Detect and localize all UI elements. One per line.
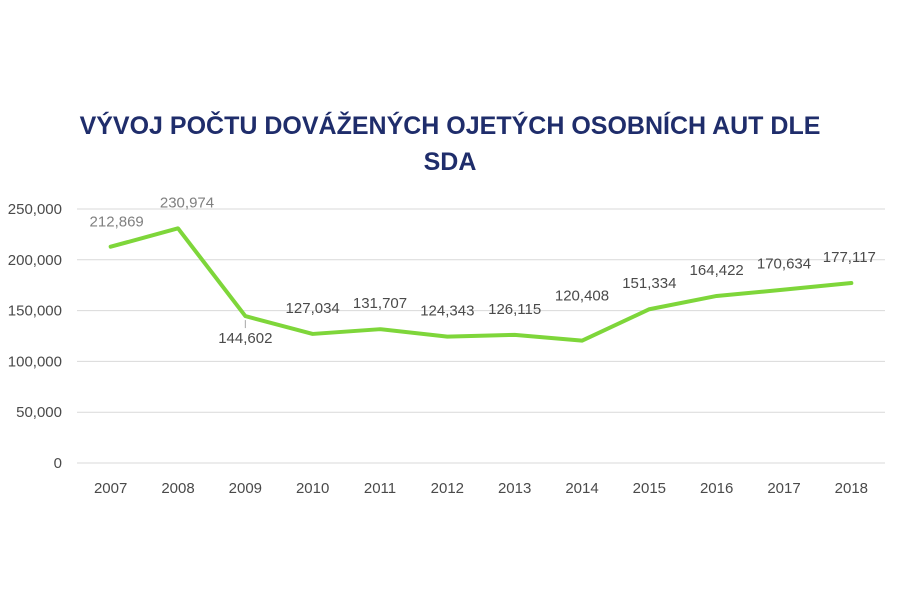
y-axis-ticks: 0 50,000 100,000 150,000 200,000 250,000 — [8, 201, 62, 472]
x-tick-label: 2018 — [835, 480, 868, 497]
x-tick-label: 2012 — [431, 480, 464, 497]
y-tick-label: 50,000 — [16, 404, 62, 421]
x-tick-label: 2014 — [565, 480, 598, 497]
y-tick-label: 200,000 — [8, 252, 62, 269]
y-tick-label: 0 — [54, 455, 62, 472]
data-label: 131,707 — [353, 295, 407, 312]
data-label: 124,343 — [420, 303, 474, 320]
x-tick-label: 2011 — [364, 480, 396, 497]
x-tick-label: 2008 — [161, 480, 194, 497]
data-label: 151,334 — [622, 275, 676, 292]
data-label: 230,974 — [160, 194, 214, 211]
data-labels: 212,869 230,974 144,602 127,034 131,707 124,3… — [90, 194, 876, 347]
chart-title: VÝVOJ POČTU DOVÁŽENÝCH OJETÝCH OSOBNÍCH … — [0, 108, 900, 180]
data-label: 212,869 — [90, 214, 144, 231]
y-tick-label: 150,000 — [8, 303, 62, 320]
series-line — [108, 226, 854, 343]
data-label: 126,115 — [488, 301, 541, 318]
data-label: 144,602 — [218, 330, 272, 347]
x-axis-ticks: 2007 2008 2009 2010 2011 2012 2013 2014 2015 2016… — [94, 480, 868, 497]
data-label: 177,117 — [823, 249, 876, 266]
y-tick-label: 250,000 — [8, 201, 62, 218]
series-line-group — [108, 226, 854, 343]
x-tick-label: 2010 — [296, 480, 329, 497]
data-label: 164,422 — [690, 262, 744, 279]
x-tick-label: 2007 — [94, 480, 127, 497]
data-label: 170,634 — [757, 256, 811, 273]
chart-title-line-1: VÝVOJ POČTU DOVÁŽENÝCH OJETÝCH OSOBNÍCH … — [79, 112, 821, 140]
data-label: 127,034 — [286, 300, 340, 317]
x-tick-label: 2009 — [229, 480, 262, 497]
x-tick-label: 2015 — [633, 480, 666, 497]
chart-title-line-2: SDA — [423, 148, 477, 176]
y-tick-label: 100,000 — [8, 353, 62, 370]
x-tick-label: 2013 — [498, 480, 531, 497]
data-label: 120,408 — [555, 288, 609, 305]
gridlines — [77, 208, 885, 464]
x-tick-label: 2017 — [767, 480, 800, 497]
x-tick-label: 2016 — [700, 480, 733, 497]
